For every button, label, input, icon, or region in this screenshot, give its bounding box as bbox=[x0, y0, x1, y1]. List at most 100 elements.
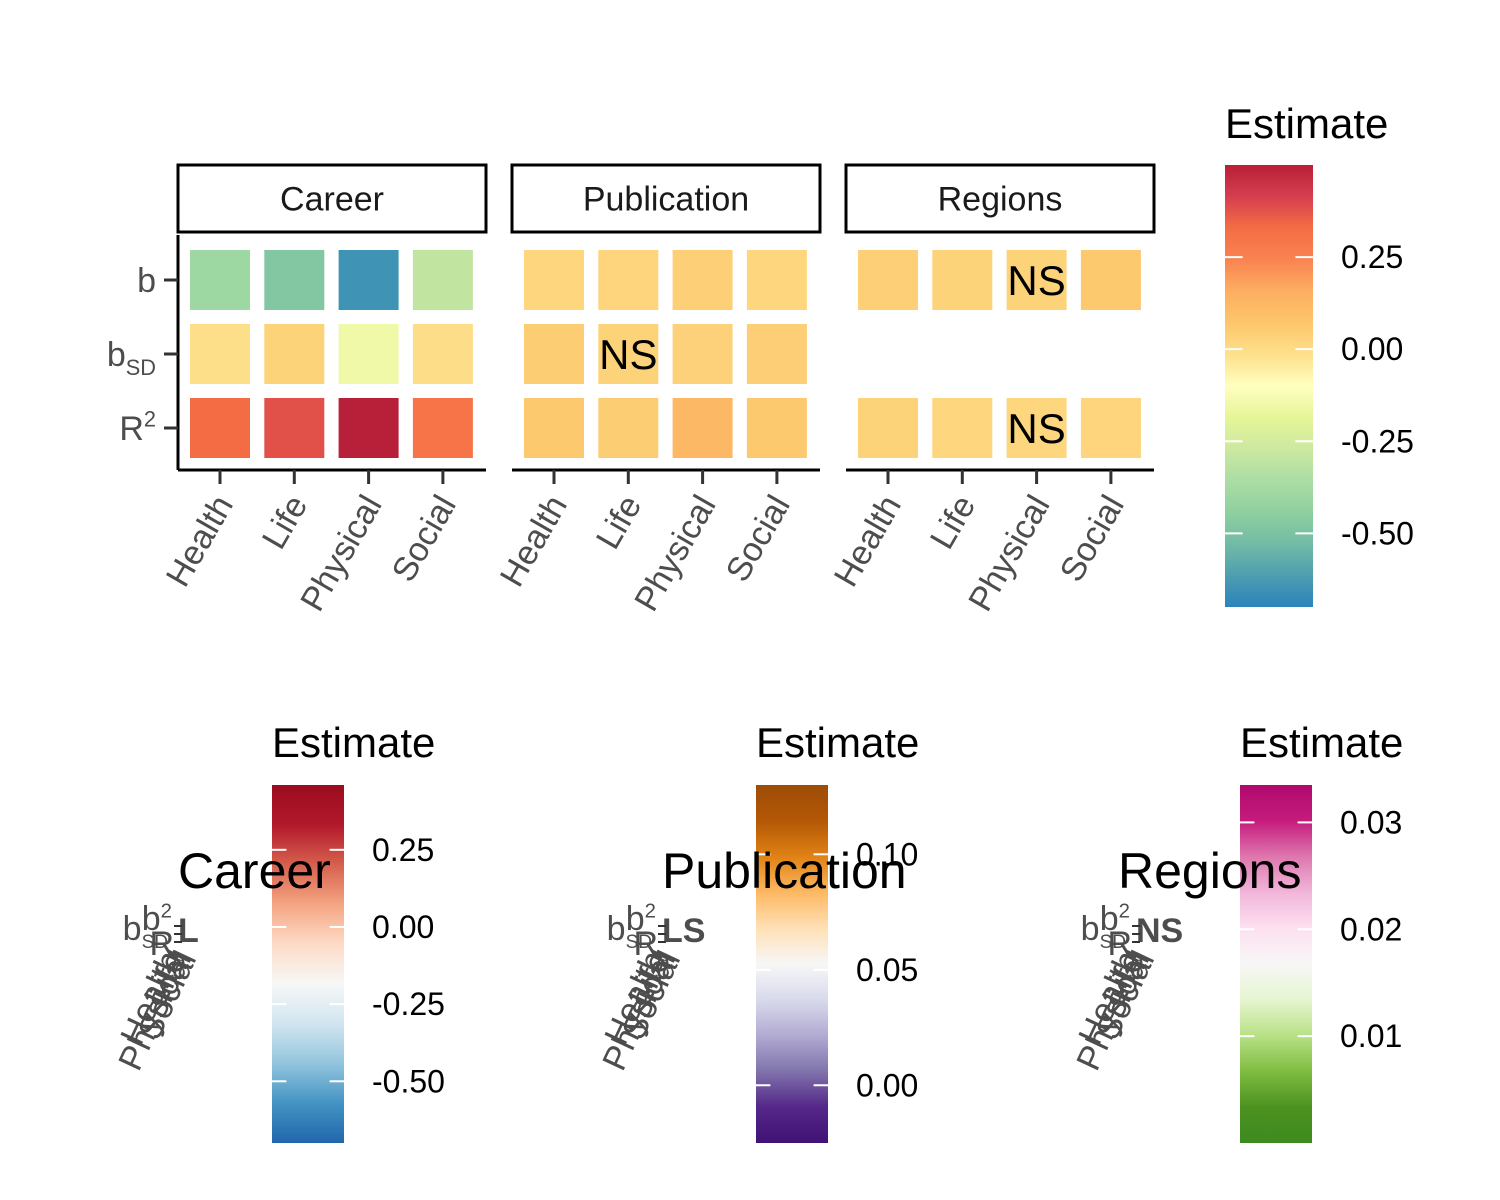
sub-plot-title: Career bbox=[178, 843, 331, 899]
x-tick-label: Life bbox=[923, 489, 983, 555]
heatmap-cell bbox=[746, 398, 807, 458]
colorbar-tick-label: -0.50 bbox=[1341, 515, 1414, 551]
heatmap-cell bbox=[524, 250, 584, 310]
y-tick-label: R2 bbox=[119, 407, 156, 448]
heatmap-cell bbox=[412, 398, 473, 458]
colorbar bbox=[1225, 165, 1313, 607]
x-tick-label: Health bbox=[493, 489, 575, 593]
heatmap-cell bbox=[598, 250, 659, 310]
heatmap-cell bbox=[1006, 398, 1067, 458]
sub-y-tick-label: R bbox=[1107, 925, 1132, 963]
sub-plot-title: Publication bbox=[662, 843, 907, 899]
heatmap-cell bbox=[672, 398, 733, 458]
facet-strip-label: Career bbox=[280, 181, 384, 219]
sub-y-tick-label: b2 bbox=[142, 900, 172, 938]
heatmap-cell bbox=[598, 324, 659, 384]
heatmap-cell bbox=[338, 398, 399, 458]
sub-y-tick-label: b2 bbox=[626, 900, 656, 938]
colorbar-tick-label: 0.00 bbox=[856, 1067, 918, 1103]
heatmap-cell bbox=[672, 250, 733, 310]
heatmap-cell bbox=[1006, 250, 1067, 310]
main-colorbar-legend: Estimate 0.25 0.00 -0.25 -0.50 bbox=[1225, 100, 1414, 607]
ns-label: NS bbox=[599, 331, 657, 378]
colorbar-tick-label: 0.01 bbox=[1340, 1018, 1402, 1054]
facet-strip-label: Publication bbox=[583, 181, 749, 219]
y-tick-label: b bbox=[137, 262, 156, 300]
colorbar-tick-label: -0.25 bbox=[372, 986, 445, 1022]
sub-colorbar-legend: Estimate 0.03 0.02 0.01 bbox=[1240, 719, 1403, 1143]
sub-y-tick-label: R bbox=[149, 925, 174, 963]
x-tick-label: Social bbox=[719, 489, 798, 588]
sub-y-tick-label: R bbox=[633, 925, 658, 963]
x-tick-label: Health bbox=[159, 489, 241, 593]
legend-title: Estimate bbox=[1225, 100, 1388, 147]
facet-strip-label: Regions bbox=[938, 181, 1063, 219]
colorbar-tick-label: 0.05 bbox=[856, 952, 918, 988]
sub-overlap-text: L bbox=[178, 912, 199, 950]
heatmap-cell bbox=[1080, 250, 1141, 310]
colorbar bbox=[756, 785, 828, 1143]
heatmap-cell bbox=[412, 250, 473, 310]
heatmap-cell bbox=[524, 398, 584, 458]
heatmap-cell bbox=[264, 250, 325, 310]
heatmap-cell bbox=[932, 398, 993, 458]
legend-title: Estimate bbox=[272, 719, 435, 766]
heatmap-cell bbox=[190, 250, 250, 310]
heatmap-cell bbox=[190, 324, 250, 384]
colorbar-tick-label: 0.25 bbox=[1341, 239, 1403, 275]
heatmap-cell bbox=[524, 324, 584, 384]
heatmap-cell bbox=[746, 250, 807, 310]
y-tick-label: bSD bbox=[107, 336, 156, 380]
sub-overlap-text: LS bbox=[662, 912, 705, 950]
colorbar bbox=[1240, 785, 1312, 1143]
sub-colorbar-legend: Estimate 0.10 0.05 0.00 bbox=[756, 719, 919, 1143]
colorbar-tick-label: 0.03 bbox=[1340, 804, 1402, 840]
x-tick-label: Social bbox=[385, 489, 464, 588]
main-legend: Estimate 0.25 0.00 -0.25 -0.50 bbox=[1225, 100, 1414, 607]
x-tick-label: Health bbox=[827, 489, 909, 593]
colorbar-tick-label: 0.25 bbox=[372, 832, 434, 868]
heatmap-cell bbox=[190, 398, 250, 458]
colorbar-tick-label: 0.00 bbox=[1341, 331, 1403, 367]
sub-y-tick-label: bSD bbox=[123, 910, 168, 953]
sub-colorbar-legend: Estimate 0.25 0.00 -0.25 -0.50 bbox=[272, 719, 445, 1143]
heatmap-cell bbox=[338, 250, 399, 310]
ns-label: NS bbox=[1007, 405, 1065, 452]
x-tick-label: Social bbox=[1053, 489, 1132, 588]
colorbar-tick-label: 0.10 bbox=[856, 836, 918, 872]
heatmap-cell bbox=[672, 324, 733, 384]
sub-y-tick-label: bSD bbox=[1081, 910, 1126, 953]
ns-label: NS bbox=[1007, 257, 1065, 304]
colorbar-tick-label: 0.00 bbox=[372, 909, 434, 945]
heatmap-cell bbox=[858, 398, 918, 458]
facet-strip bbox=[176, 163, 488, 234]
legend-title: Estimate bbox=[1240, 719, 1403, 766]
x-tick-label: Life bbox=[589, 489, 649, 555]
heatmap-cell bbox=[264, 398, 325, 458]
colorbar bbox=[272, 785, 344, 1143]
facet-strip bbox=[844, 163, 1156, 234]
heatmap-cell bbox=[858, 250, 918, 310]
colorbar-tick-label: -0.25 bbox=[1341, 423, 1414, 459]
sub-y-tick-label: b2 bbox=[1100, 900, 1130, 938]
colorbar-tick-label: 0.02 bbox=[1340, 911, 1402, 947]
heatmap-cell bbox=[598, 398, 659, 458]
facet-strip bbox=[510, 163, 822, 234]
x-tick-label: Life bbox=[255, 489, 315, 555]
heatmap-cell bbox=[338, 324, 399, 384]
heatmap-cell bbox=[412, 324, 473, 384]
heatmap-cell bbox=[264, 324, 325, 384]
heatmap-cell bbox=[746, 324, 807, 384]
legend-title: Estimate bbox=[756, 719, 919, 766]
heatmap-cell bbox=[1080, 398, 1141, 458]
sub-y-tick-label: bSD bbox=[607, 910, 652, 953]
